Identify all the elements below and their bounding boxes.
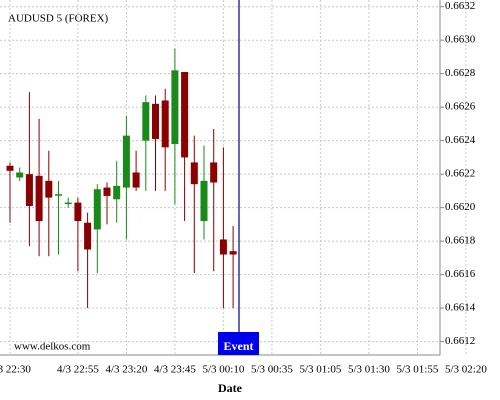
- y-tick-label: 0.6614: [445, 302, 476, 314]
- x-tick-label: 5/3 01:30: [348, 364, 390, 376]
- candle-body: [132, 172, 140, 188]
- candle-body: [229, 251, 237, 255]
- candle-body: [200, 180, 208, 222]
- y-tick-label: 0.6624: [445, 134, 476, 146]
- x-tick-label: 4/3 23:20: [105, 364, 147, 376]
- event-box: [218, 332, 259, 355]
- candle-body: [190, 162, 198, 185]
- x-tick-label: 4/3 22:55: [57, 364, 99, 376]
- event-label: Event: [224, 339, 254, 353]
- candle-body: [161, 100, 169, 148]
- candle-body: [25, 174, 33, 206]
- candle-body: [84, 222, 92, 250]
- y-tick-label: 0.6616: [445, 268, 476, 280]
- candle-body: [93, 189, 101, 230]
- candle-body: [171, 70, 179, 145]
- candles: [6, 48, 237, 309]
- x-axis-title: Date: [218, 381, 243, 395]
- y-tick-label: 0.6630: [445, 34, 476, 46]
- candle-body: [74, 202, 82, 222]
- x-tick-label: 4/3 23:45: [154, 364, 196, 376]
- y-tick-label: 0.6620: [445, 201, 476, 213]
- x-tick-label: 5/3 00:10: [202, 364, 244, 376]
- candle-body: [122, 135, 130, 188]
- candle-body: [219, 239, 227, 255]
- candle-body: [181, 72, 189, 158]
- candle-body: [152, 103, 159, 139]
- candle-body: [16, 172, 24, 178]
- chart-title: AUDUSD 5 (FOREX): [8, 13, 109, 25]
- candle-body: [64, 202, 72, 205]
- x-tick-label: 5/3 02:20: [445, 364, 487, 376]
- y-tick-label: 0.6622: [445, 168, 475, 180]
- candle-body: [142, 102, 150, 141]
- candle-body: [113, 185, 121, 200]
- y-tick-label: 0.6612: [445, 335, 475, 347]
- y-tick-label: 0.6618: [445, 235, 476, 247]
- candle-body: [55, 194, 62, 196]
- candle-body: [6, 165, 14, 171]
- candle-body: [45, 180, 53, 198]
- x-tick-label: 4/3 22:30: [0, 364, 31, 376]
- x-tick-label: 5/3 01:55: [396, 364, 438, 376]
- tick-labels: 0.6612 0.6614 0.6616 0.6618 0.6620 0.6622 0.66…: [0, 0, 487, 375]
- x-tick-label: 5/3 00:35: [251, 364, 293, 376]
- candle-body: [35, 175, 43, 222]
- candle-body: [210, 162, 218, 183]
- x-tick-label: 5/3 01:05: [299, 364, 341, 376]
- y-tick-label: 0.6626: [445, 101, 476, 113]
- y-tick-label: 0.6628: [445, 67, 476, 79]
- y-tick-label: 0.6632: [445, 0, 475, 12]
- watermark: www.delkos.com: [14, 341, 91, 353]
- candle-body: [103, 187, 111, 196]
